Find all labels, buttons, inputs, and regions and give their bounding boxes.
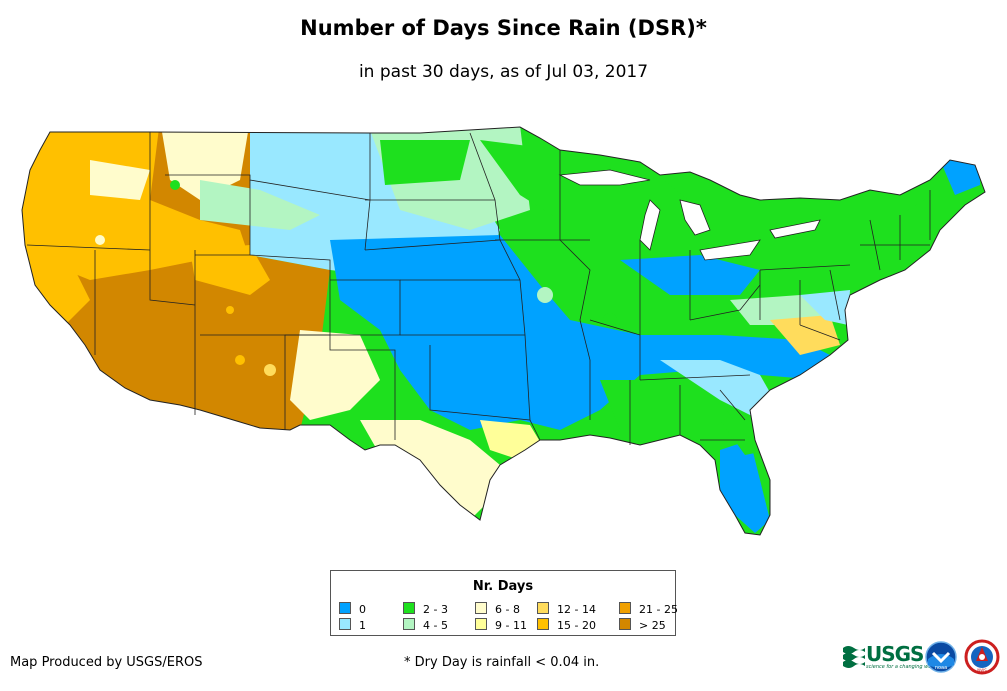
legend-label: 1: [359, 619, 366, 632]
map-subtitle: in past 30 days, as of Jul 03, 2017: [358, 62, 649, 82]
legend-item: 2 - 3: [403, 602, 448, 616]
map-title: Number of Days Since Rain (DSR)*: [300, 16, 707, 40]
legend-label: 2 - 3: [423, 603, 448, 616]
map-producer-credit: Map Produced by USGS/EROS: [10, 655, 203, 670]
dry-day-footnote: * Dry Day is rainfall < 0.04 in.: [404, 655, 600, 670]
legend-swatch: [403, 602, 415, 614]
legend-swatch: [537, 618, 549, 630]
legend-label: > 25: [639, 619, 666, 632]
legend-swatch: [339, 618, 351, 630]
legend-item: 12 - 14: [537, 602, 596, 616]
nws-logo-text: NWS: [977, 668, 987, 673]
state-boundaries: [26, 132, 931, 445]
legend-label: 6 - 8: [495, 603, 520, 616]
legend-label: 9 - 11: [495, 619, 527, 632]
legend-label: 0: [359, 603, 366, 616]
legend-item: 4 - 5: [403, 618, 448, 632]
legend-swatch: [403, 618, 415, 630]
usgs-tagline: science for a changing world: [866, 664, 938, 670]
legend-item: > 25: [619, 618, 666, 632]
legend-swatch: [619, 618, 631, 630]
legend-item: 21 - 25: [619, 602, 678, 616]
legend-swatch: [475, 602, 487, 614]
us-outline: [21, 126, 986, 536]
legend-item: 6 - 8: [475, 602, 520, 616]
legend-item: 1: [339, 618, 366, 632]
legend-label: 12 - 14: [557, 603, 596, 616]
legend-label: 4 - 5: [423, 619, 448, 632]
legend-label: 21 - 25: [639, 603, 678, 616]
legend-item: 0: [339, 602, 366, 616]
legend-item: 15 - 20: [537, 618, 596, 632]
legend-swatch: [619, 602, 631, 614]
legend-item: 9 - 11: [475, 618, 527, 632]
nws-logo: NWS: [964, 639, 1000, 675]
dsr-map: [21, 126, 986, 536]
great-lakes: [558, 169, 821, 261]
legend-swatch: [475, 618, 487, 630]
legend-label: 15 - 20: [557, 619, 596, 632]
usgs-wave-icon: [843, 646, 865, 668]
noaa-logo-text: noaa: [935, 665, 947, 671]
legend-title: Nr. Days: [472, 579, 534, 594]
legend-swatch: [537, 602, 549, 614]
noaa-logo: noaa: [925, 641, 957, 673]
usgs-logo-text: USGS: [866, 642, 924, 666]
legend-swatch: [339, 602, 351, 614]
legend: Nr. Days 0 1 2 - 3 4 - 5 6 - 8 9 - 11 12 - 14 1…: [330, 570, 678, 636]
